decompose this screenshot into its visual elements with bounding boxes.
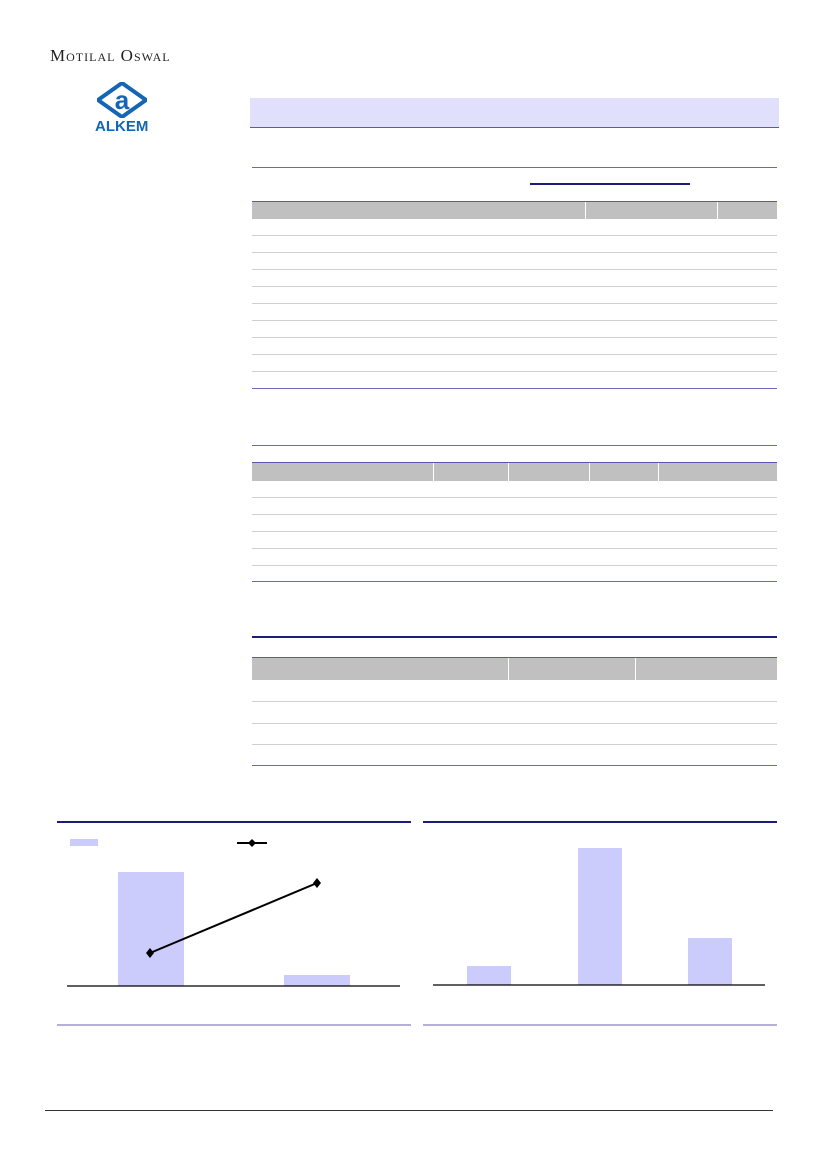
svg-text:a: a [115, 85, 130, 115]
table-row [252, 320, 777, 321]
table3-header [252, 657, 777, 680]
table2-header [252, 462, 777, 481]
chart1 [67, 839, 400, 987]
table-row [252, 497, 777, 498]
col-sep [717, 202, 718, 219]
table1-group-underline [530, 183, 690, 185]
table-row [252, 548, 777, 549]
bar [578, 848, 622, 985]
logo-text: ALKEM [95, 118, 149, 135]
table1-bottom-rule [252, 388, 777, 389]
chart2-bottom-rule [423, 1024, 777, 1026]
table3-top-rule [252, 636, 777, 638]
table-row [252, 337, 777, 338]
table-row [252, 371, 777, 372]
alkem-logo-icon: a [97, 82, 147, 118]
table-row [252, 744, 777, 745]
col-sep [433, 463, 434, 481]
table-row [252, 565, 777, 566]
col-sep [585, 202, 586, 219]
bar [467, 966, 511, 985]
bar [118, 872, 184, 986]
chart1-top-rule [57, 821, 411, 823]
legend-marker [248, 839, 256, 847]
bar [688, 938, 732, 985]
table-row [252, 269, 777, 270]
legend-bar-swatch [70, 839, 98, 846]
table-row [252, 701, 777, 702]
table2-bottom-rule [252, 581, 777, 582]
col-sep [508, 658, 509, 680]
chart2 [433, 848, 765, 986]
col-sep [508, 463, 509, 481]
title-band [250, 98, 779, 128]
table1-header [252, 201, 777, 219]
col-sep [658, 463, 659, 481]
table2-top-rule [252, 445, 777, 446]
col-sep [589, 463, 590, 481]
line-point [313, 878, 321, 888]
table3-bottom-rule [252, 765, 777, 766]
table-row [252, 286, 777, 287]
table1-top-rule [252, 167, 777, 168]
footer-rule [45, 1110, 773, 1111]
chart2-top-rule [423, 821, 777, 823]
table-row [252, 531, 777, 532]
table-row [252, 252, 777, 253]
chart1-bottom-rule [57, 1024, 411, 1026]
brand-name: Motilal Oswal [50, 46, 171, 65]
line-point [146, 948, 154, 958]
line-series [149, 882, 318, 954]
table-row [252, 722, 777, 724]
table-row [252, 354, 777, 355]
table-row [252, 514, 777, 515]
col-sep [635, 658, 636, 680]
table-row [252, 303, 777, 304]
table-row [252, 235, 777, 236]
bar [284, 975, 350, 986]
